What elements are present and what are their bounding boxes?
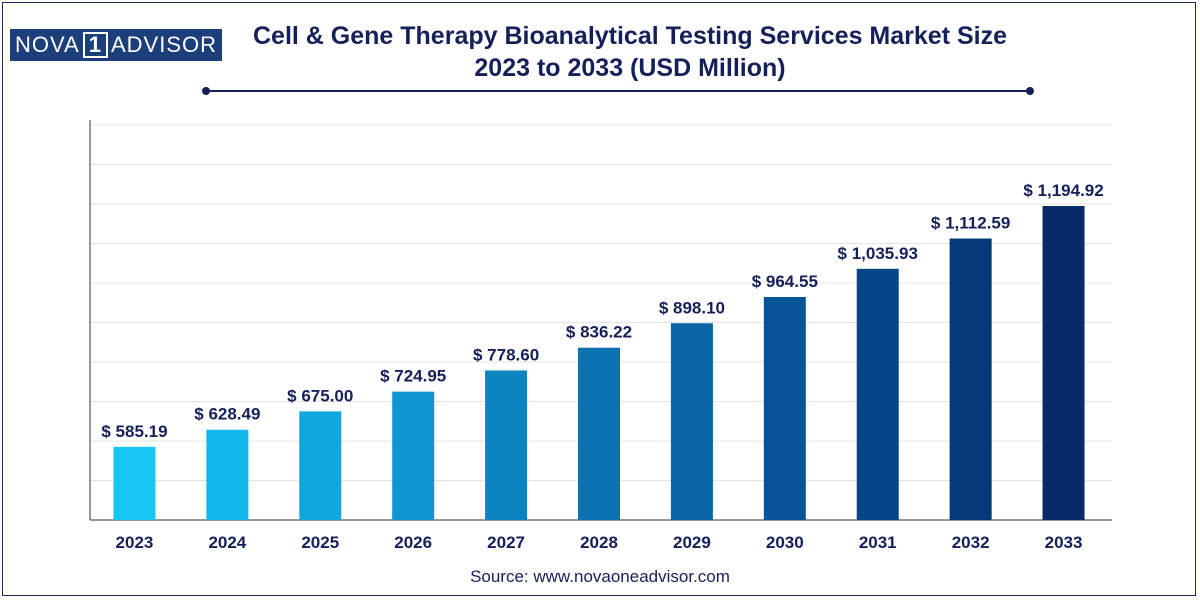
logo-text-left: NOVA [15, 32, 80, 57]
logo-text-middle: 1 [82, 32, 108, 58]
bar-2025 [299, 411, 342, 520]
bar-2026 [392, 391, 435, 520]
bar-2032 [949, 238, 992, 520]
bar-2028 [578, 347, 620, 520]
data-label-2025: $ 675.00 [287, 386, 353, 405]
x-tick-label-2023: 2023 [116, 533, 154, 552]
bar-2029 [670, 323, 713, 520]
source-note: Source: www.novaoneadvisor.com [470, 567, 730, 586]
brand-logo: NOVA 1 ADVISOR [10, 29, 222, 61]
bar-2033 [1042, 206, 1085, 521]
data-label-2032: $ 1,112.59 [931, 214, 1010, 233]
data-label-2030: $ 964.55 [752, 272, 818, 291]
divider-dot-right [1026, 87, 1034, 95]
data-label-2023: $ 585.19 [101, 422, 167, 441]
data-label-2028: $ 836.22 [566, 323, 632, 342]
data-label-2024: $ 628.49 [194, 405, 260, 424]
chart-title: Cell & Gene Therapy Bioanalytical Testin… [230, 20, 1030, 84]
logo-text-right: ADVISOR [110, 32, 217, 57]
x-tick-label-2029: 2029 [673, 533, 711, 552]
x-tick-label-2027: 2027 [487, 533, 525, 552]
data-label-2027: $ 778.60 [473, 345, 539, 364]
bar-2027 [485, 370, 528, 520]
divider-dot-left [202, 87, 210, 95]
bar-2031 [856, 268, 899, 520]
x-tick-label-2030: 2030 [766, 533, 804, 552]
bar-2024 [206, 429, 249, 520]
x-tick-label-2025: 2025 [301, 533, 339, 552]
chart-title-line2: 2023 to 2033 (USD Million) [474, 54, 786, 82]
x-tick-label-2032: 2032 [952, 533, 990, 552]
x-tick-label-2031: 2031 [859, 533, 897, 552]
data-label-2026: $ 724.95 [380, 367, 446, 386]
x-tick-label-2026: 2026 [394, 533, 432, 552]
bar-2023 [113, 446, 156, 520]
data-label-2033: $ 1,194.92 [1023, 181, 1103, 200]
x-tick-label-2024: 2024 [208, 533, 246, 552]
bar-2030 [763, 297, 806, 520]
chart-title-line1: Cell & Gene Therapy Bioanalytical Testin… [253, 22, 1007, 50]
title-divider [202, 87, 1034, 95]
data-label-2029: $ 898.10 [659, 298, 725, 317]
data-label-2031: $ 1,035.93 [838, 244, 918, 263]
x-tick-label-2033: 2033 [1045, 533, 1083, 552]
x-tick-label-2028: 2028 [580, 533, 618, 552]
